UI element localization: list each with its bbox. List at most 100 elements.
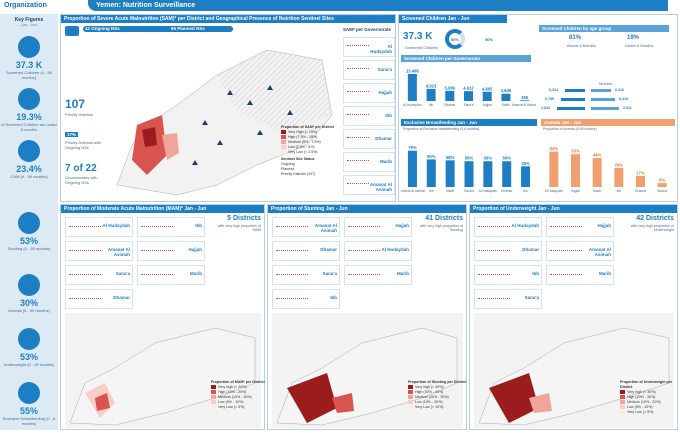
bar-value-label: 54%: [550, 146, 559, 151]
bar-category-label: Dhamar: [444, 103, 456, 107]
bar-value-label: 3,646: [501, 88, 512, 93]
legend-item: Medium (20% - 30%): [408, 395, 468, 400]
key-figure-label: Underweight (0 - 59 months): [3, 362, 55, 367]
bar: [520, 100, 530, 101]
pyramid-left-value: 6,314: [549, 88, 558, 92]
governorate-row: Amanat Al Asimah: [343, 175, 395, 195]
bar-value-label: 4,912: [463, 86, 474, 91]
governorate-row: Ibb: [137, 217, 205, 237]
stunting-legend: Proportion of Stunting per District Very…: [408, 380, 468, 410]
bar: [483, 161, 493, 187]
bar: [407, 74, 417, 101]
governorate-row: Sana'a: [65, 265, 133, 285]
bar-value-label: 45%: [521, 161, 530, 166]
age-group-title: Screened Children by age group: [539, 25, 669, 32]
bar-category-label: Sana'a: [464, 103, 474, 107]
governorate-row: Amanat Al Asimah: [272, 217, 340, 237]
bar-value-label: 6,023: [426, 83, 437, 88]
bar-value-label: 29%: [615, 162, 624, 167]
key-figure-value: 53%: [19, 236, 38, 246]
legend-item: Low (10% - 20%): [408, 400, 468, 405]
bar-value-label: 44%: [593, 153, 602, 158]
bar-value-label: 4,605: [482, 86, 493, 91]
org-name: Organization: [4, 2, 47, 9]
key-figure: 37.3 K Screened Children (0 - 59 months): [0, 36, 58, 80]
bar-category-label: Amanat Al Asimah: [401, 189, 426, 193]
bar-category-label: Marib: [446, 189, 454, 193]
hospital-icon: [65, 26, 79, 36]
governorate-name: Dhamar: [522, 247, 539, 252]
bar-category-label: Ibb: [523, 189, 528, 193]
bar-value-label: 5,089: [445, 85, 456, 90]
governorate-name: Ibb: [195, 223, 202, 228]
bar: [502, 161, 512, 187]
mam-title: Proportion of Moderate Acute Malnutritio…: [61, 205, 264, 213]
pyramid-right-value: 2,911: [623, 106, 632, 110]
governorate-name: Marib: [379, 159, 392, 164]
legend-item: Very high (> 30%): [620, 390, 678, 395]
bar: [445, 160, 455, 187]
stunting-panel: Proportion of Stunting Jan - Jun 41 Dist…: [267, 204, 467, 430]
underweight-legend: Proportion of Underweight per District V…: [620, 380, 678, 415]
governorate-name: Al Hudaydah: [102, 223, 130, 228]
key-figure-label: Exclusive breastfeeding (0 - 6 months): [2, 416, 56, 426]
child-icon: [18, 328, 40, 350]
governorate-row: Hajjah: [546, 217, 614, 237]
legend-item: High (15% - 20%): [211, 390, 266, 395]
mam-panel: Proportion of Moderate Acute Malnutritio…: [60, 204, 265, 430]
bar: [521, 166, 531, 187]
governorate-name: Marib: [396, 271, 409, 276]
legend-item: Low (5% - 10%): [620, 405, 678, 410]
bar-category-label: Al Hudaydah: [479, 189, 497, 193]
governorate-name: Sana'a: [322, 271, 337, 276]
governorate-row: Ibb: [343, 106, 395, 126]
governorate-row: Dhamar: [343, 129, 395, 149]
governorate-name: Ibb: [385, 113, 392, 118]
governorate-row: Dhamar: [272, 241, 340, 261]
ebf-chart: 79% Amanat Al Asimah 60% Ibb 58% Marib 56% Sana…: [401, 145, 531, 193]
pyramid-right-value: 6,316: [615, 88, 624, 92]
bar-category-label: Hajjah: [571, 189, 580, 193]
governorate-row: Hajjah: [137, 241, 205, 261]
key-figure-value: 23.4%: [16, 164, 42, 174]
governorate-name: Al Hudaydah: [511, 223, 539, 228]
bar: [464, 91, 473, 101]
bar-category-label: Al Hudaydah: [403, 103, 421, 107]
key-figure-value: 37.3 K: [15, 60, 43, 70]
governorate-name: Sana'a: [115, 271, 130, 276]
bar: [426, 88, 436, 101]
governorate-name: Amanat Al Asimah: [314, 223, 337, 233]
legend-item: Very Low (< 5%): [620, 410, 678, 415]
legend-item: Low (2.5% - 5%): [281, 145, 341, 150]
governorate-row: Marib: [343, 152, 395, 172]
bar-category-label: Ibb: [429, 103, 434, 107]
ebf-title: Exclusive Breastfeeding Jan - Jun: [401, 119, 537, 126]
key-figure-label: Screened Children (0 - 59 months): [6, 70, 52, 80]
legend-item: Very high (> 40%): [408, 385, 468, 390]
governorate-row: Al Hudaydah: [65, 217, 133, 237]
key-figures-subtitle: (Jan - Jun): [20, 23, 38, 27]
governorate-name: Ibb: [532, 271, 539, 276]
governorate-name: Hajjah: [378, 90, 392, 95]
key-figure-value: 55%: [19, 406, 38, 416]
mother-icon: [18, 382, 40, 404]
screened-label: Screened Children: [405, 45, 439, 50]
stunting-map: [272, 313, 463, 428]
priority-districts-value: 107: [65, 97, 86, 111]
screened-gov-chart: 13,498 Al Hudaydah 6,023 Ibb 5,089 Dhamar 4,91…: [403, 69, 536, 107]
governorate-row: Dhamar: [474, 241, 542, 261]
governorate-row: Dhamar: [65, 289, 133, 309]
governorate-name: Amanat Al Asimah: [588, 247, 611, 257]
key-figure-label: Anemia (6 - 59 months): [8, 308, 50, 313]
key-figure: 53% Stunting (0 - 59 months): [0, 212, 58, 251]
governorate-name: Hajjah: [597, 223, 611, 228]
pyramid-bar-left: [565, 89, 585, 92]
gov-header: SAM* per Governorate: [343, 27, 392, 32]
bar-value-label: 13,498: [406, 69, 419, 74]
legend-item: Medium (5% - 7.5%): [281, 140, 341, 145]
page-title: Yemen: Nutrition Surveillance: [88, 0, 668, 11]
governorate-row: Ibb: [272, 289, 340, 309]
legend-item: Very high (> 20%): [211, 385, 266, 390]
bar: [482, 91, 492, 101]
screened-value: 37.3 K: [403, 31, 433, 42]
